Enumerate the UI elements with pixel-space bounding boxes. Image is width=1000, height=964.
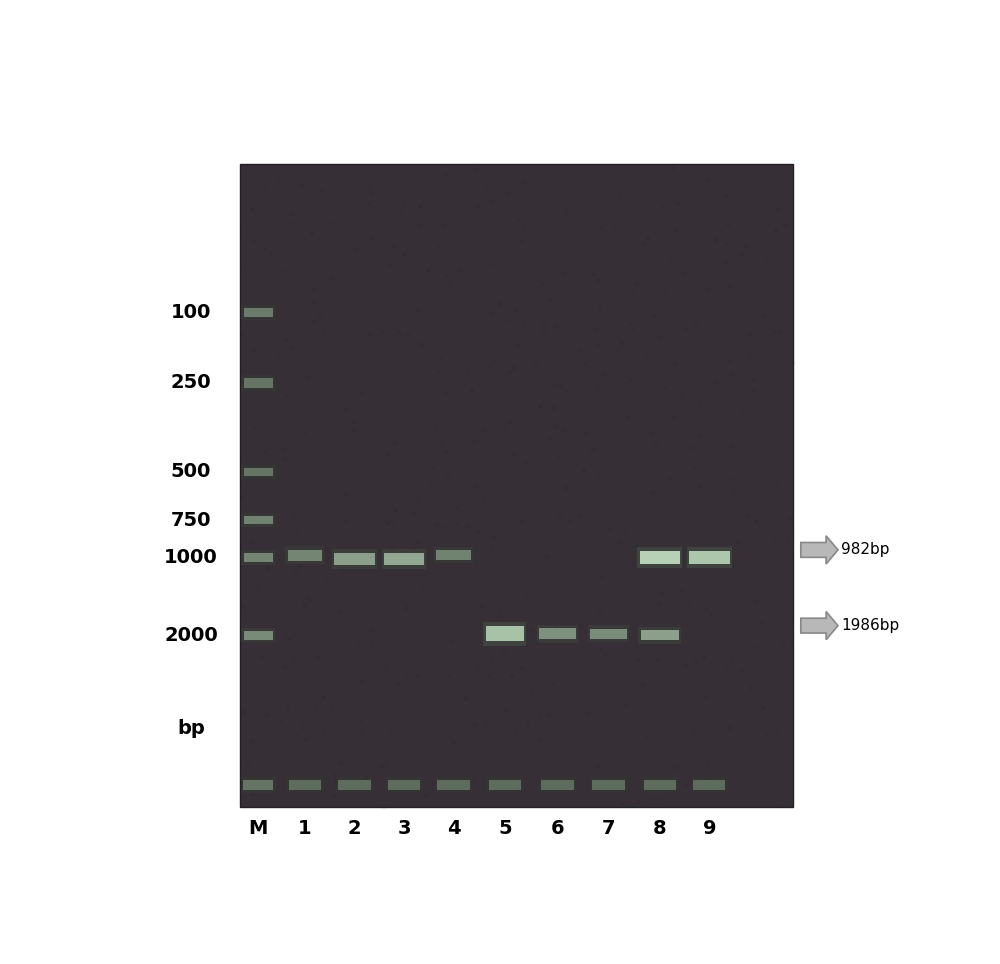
Bar: [434, 547, 473, 563]
Bar: [638, 627, 681, 644]
Text: 1986bp: 1986bp: [841, 618, 899, 633]
Bar: [637, 547, 682, 568]
Bar: [338, 781, 371, 790]
Text: 2: 2: [348, 818, 361, 838]
Text: 1: 1: [298, 818, 312, 838]
FancyArrow shape: [801, 536, 838, 564]
Bar: [489, 781, 521, 790]
Bar: [240, 164, 793, 808]
Bar: [693, 781, 725, 790]
Bar: [541, 781, 574, 790]
Bar: [641, 778, 678, 793]
Text: 2000: 2000: [164, 626, 218, 645]
Text: 100: 100: [171, 303, 211, 322]
Text: 3: 3: [397, 818, 411, 838]
Bar: [382, 549, 426, 569]
Bar: [437, 781, 470, 790]
Text: 500: 500: [171, 463, 211, 481]
Bar: [486, 627, 524, 641]
Text: 9: 9: [703, 818, 716, 838]
Bar: [241, 375, 275, 391]
Text: 4: 4: [447, 818, 460, 838]
Bar: [243, 781, 273, 790]
Bar: [244, 552, 273, 562]
Bar: [386, 778, 422, 793]
Bar: [687, 547, 732, 568]
Text: 750: 750: [171, 511, 211, 530]
Text: 6: 6: [551, 818, 564, 838]
Bar: [244, 308, 273, 317]
Text: 7: 7: [602, 818, 615, 838]
Bar: [241, 305, 275, 320]
Text: bp: bp: [177, 718, 205, 737]
Text: 250: 250: [171, 373, 211, 392]
Bar: [539, 629, 576, 639]
Bar: [640, 550, 680, 564]
Bar: [539, 778, 576, 793]
Bar: [590, 778, 627, 793]
Bar: [483, 622, 526, 646]
Bar: [286, 778, 323, 793]
Bar: [336, 778, 373, 793]
Bar: [588, 626, 629, 642]
Bar: [244, 516, 273, 524]
Bar: [644, 781, 676, 790]
Bar: [288, 549, 322, 561]
Bar: [388, 781, 420, 790]
Bar: [332, 549, 377, 569]
Bar: [241, 629, 275, 642]
Text: M: M: [249, 818, 268, 838]
Bar: [289, 781, 321, 790]
Bar: [590, 629, 627, 639]
Bar: [689, 550, 730, 564]
Bar: [244, 630, 273, 640]
Bar: [241, 466, 275, 478]
Text: 1000: 1000: [164, 548, 218, 567]
Bar: [435, 778, 472, 793]
Bar: [537, 625, 578, 643]
Bar: [241, 778, 276, 793]
Bar: [384, 552, 424, 565]
Bar: [691, 778, 728, 793]
Bar: [436, 549, 471, 560]
Bar: [641, 630, 679, 640]
Bar: [241, 514, 275, 526]
Bar: [285, 547, 324, 564]
Text: 982bp: 982bp: [841, 543, 890, 557]
Text: 5: 5: [498, 818, 512, 838]
Text: 8: 8: [653, 818, 667, 838]
Bar: [592, 781, 625, 790]
Bar: [244, 378, 273, 388]
Bar: [244, 468, 273, 476]
Bar: [486, 778, 523, 793]
Bar: [241, 549, 275, 565]
Bar: [240, 164, 793, 808]
FancyArrow shape: [801, 611, 838, 640]
Bar: [334, 552, 375, 565]
